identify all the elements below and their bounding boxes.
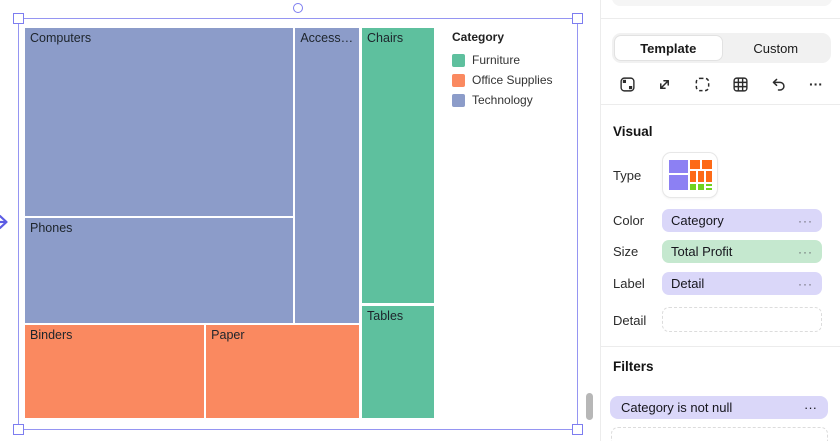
treemap-cell-accessor[interactable]: Accessor... [295,28,360,324]
label-field-value: Detail [671,276,705,291]
resize-handle-top-right[interactable] [572,13,583,24]
treemap-cell-paper[interactable]: Paper [206,325,360,418]
expand-icon[interactable] [656,75,674,93]
legend-label: Furniture [472,53,521,67]
size-field-pill[interactable]: Total Profit ··· [662,240,822,263]
tab-template[interactable]: Template [614,35,723,61]
chart-toolbar: ··· [612,72,831,96]
divider [601,104,840,105]
treemap-cell-label: Phones [30,221,73,236]
legend-swatch [452,93,465,107]
filter-value: Category is not null [621,400,733,415]
resize-handle-bottom-left[interactable] [13,424,24,435]
color-field-pill[interactable]: Category ··· [662,209,822,232]
add-filter-field-empty[interactable] [611,427,828,441]
treemap-cell-label: Binders [30,328,73,343]
legend-item: Office Supplies [452,73,572,87]
treemap-cell-computers[interactable]: Computers [25,28,293,216]
size-field-value: Total Profit [671,244,733,259]
label-row-label: Label [613,276,645,291]
legend-label: Technology [472,93,533,107]
rotate-handle[interactable] [293,3,303,13]
fit-selection-icon[interactable] [694,75,712,93]
legend-title: Category [452,30,505,44]
undo-icon[interactable] [769,75,787,93]
tab-custom[interactable]: Custom [753,40,799,56]
label-field-more-icon[interactable]: ··· [798,276,813,291]
type-row-label: Type [613,168,642,183]
treemap-type-icon [669,160,712,190]
legend-swatch [452,53,465,67]
resize-handle-top-left[interactable] [13,13,24,24]
detail-field-empty[interactable] [662,307,822,332]
treemap-cell-label: Accessor... [300,31,360,45]
properties-panel: Template Custom [600,0,840,441]
treemap-cell-label: Chairs [367,31,404,45]
label-field-pill[interactable]: Detail ··· [662,272,822,295]
divider [601,346,840,347]
legend-swatch [452,73,465,87]
color-field-more-icon[interactable]: ··· [798,213,813,228]
filter-more-icon[interactable]: ··· [804,400,817,415]
chart-type-button[interactable] [662,152,718,198]
visual-section-heading: Visual [613,124,653,139]
filters-section-heading: Filters [613,359,654,374]
treemap-chart[interactable]: Computers Phones Accessor... Chairs Tables Bi… [25,28,434,418]
color-field-value: Category [671,213,724,228]
size-row-label: Size [613,244,639,259]
canvas-edge-arrow-icon[interactable] [0,212,13,232]
legend-item: Furniture [452,53,572,67]
mode-segmented-control: Template Custom [612,33,831,63]
legend-item: Technology [452,93,572,107]
canvas-scrollbar[interactable] [586,393,593,420]
clipped-top-control[interactable] [612,0,832,6]
component-frame-icon[interactable] [618,75,636,93]
treemap-cell-phones[interactable]: Phones [25,218,293,324]
treemap-cell-label: Tables [367,308,404,323]
treemap-cell-binders[interactable]: Binders [25,325,205,418]
detail-row-label: Detail [613,313,647,328]
color-row-label: Color [613,213,645,228]
treemap-cell-label: Computers [30,31,92,45]
treemap-cell-chairs[interactable]: Chairs [362,28,434,303]
chart-legend: Category Furniture Office Supplies Technol… [452,30,572,113]
treemap-cell-label: Paper [211,328,245,343]
more-options-icon[interactable]: ··· [808,76,823,92]
legend-label: Office Supplies [472,73,553,87]
divider [601,18,840,19]
grid-table-icon[interactable] [731,75,749,93]
size-field-more-icon[interactable]: ··· [798,244,813,259]
treemap-cell-tables[interactable]: Tables [362,305,434,418]
filter-pill[interactable]: Category is not null ··· [610,396,828,419]
resize-handle-bottom-right[interactable] [572,424,583,435]
chart-canvas: Computers Phones Accessor... Chairs Tables Bi… [0,3,593,435]
